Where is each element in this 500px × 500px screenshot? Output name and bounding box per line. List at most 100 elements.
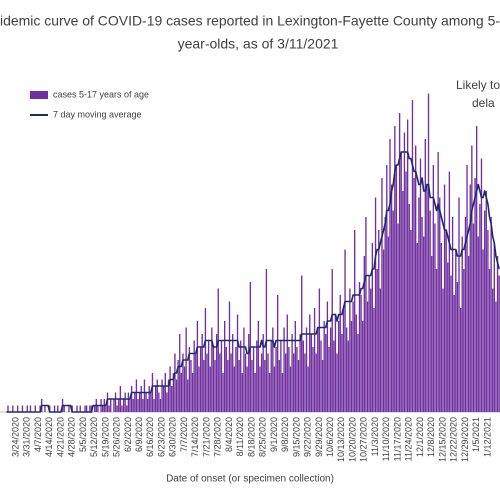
x-tick-label: 6/30/2020 [168, 417, 178, 457]
bar [256, 340, 258, 412]
bar [323, 321, 325, 412]
bar [480, 158, 483, 412]
bar [379, 288, 382, 412]
bar [389, 139, 391, 412]
bar [339, 295, 341, 412]
x-tick-label: 10/13/2020 [336, 417, 346, 462]
bar [63, 405, 65, 412]
bar [395, 165, 398, 412]
bar [310, 334, 313, 412]
x-tick-label: 4/7/2020 [33, 417, 43, 452]
bar [204, 308, 207, 412]
bar [352, 301, 354, 412]
bar [248, 334, 250, 412]
bar [12, 405, 14, 412]
bar [294, 321, 296, 412]
bar [477, 236, 479, 412]
bar [190, 360, 192, 412]
bar [434, 223, 436, 412]
bar [278, 360, 280, 412]
bar [94, 405, 96, 412]
bar [188, 347, 191, 412]
bar [7, 405, 9, 412]
bar [378, 230, 380, 412]
bar [439, 197, 441, 412]
bar [124, 392, 126, 412]
bar [472, 223, 475, 412]
bar [495, 301, 497, 412]
bar [437, 152, 439, 412]
bar [203, 360, 205, 412]
bar [179, 334, 181, 412]
x-tick-label: 11/24/2020 [404, 417, 414, 461]
bar [89, 405, 91, 412]
bar [108, 405, 110, 412]
bar [53, 405, 56, 412]
bar [275, 347, 277, 412]
bar [304, 353, 306, 412]
bar [447, 262, 449, 412]
bar [289, 366, 292, 412]
bar [305, 327, 308, 412]
bar [466, 165, 468, 412]
bar [381, 178, 383, 412]
bar [251, 360, 253, 412]
bar [217, 288, 219, 412]
bar [344, 249, 346, 412]
bar [183, 366, 186, 412]
bar [153, 399, 155, 412]
x-tick-label: 8/11/2020 [235, 417, 245, 456]
x-tick-label: 11/17/2020 [392, 417, 402, 461]
bar [114, 392, 117, 412]
bar [225, 347, 227, 412]
bar [175, 379, 178, 412]
x-tick-label: 9/15/2020 [291, 417, 301, 457]
bar [450, 275, 452, 412]
bar [129, 399, 131, 412]
bar [357, 334, 359, 412]
bar [371, 243, 374, 412]
bar [241, 373, 244, 412]
x-tick-label: 1/12/2021 [482, 417, 492, 457]
bar [85, 405, 88, 412]
bar [421, 217, 423, 412]
bar [259, 366, 261, 412]
bar [130, 386, 133, 412]
bar [235, 347, 237, 412]
bar [402, 191, 404, 412]
bar [296, 347, 298, 412]
bar [459, 308, 462, 412]
bar [368, 275, 370, 412]
bar [299, 334, 301, 412]
bar [464, 217, 467, 412]
bar [166, 392, 168, 412]
bar [270, 340, 272, 412]
chart-title: idemic curve of COVID-19 cases reported … [0, 13, 500, 29]
bar [451, 217, 454, 412]
bar [283, 327, 285, 412]
bar [281, 373, 284, 412]
bar [390, 184, 393, 412]
annotation: Likely to [456, 78, 500, 92]
x-tick-label: 3/24/2020 [10, 417, 20, 457]
bar [228, 301, 231, 412]
bar [148, 386, 150, 412]
x-tick-label: 5/5/2020 [78, 417, 88, 452]
x-tick-label: 4/14/2020 [44, 417, 54, 457]
bar [350, 321, 353, 412]
bar [222, 373, 224, 412]
x-tick-label: 9/1/2020 [269, 417, 279, 452]
bar [467, 256, 470, 412]
bar [302, 340, 304, 412]
bar [169, 366, 171, 412]
bar [293, 353, 295, 412]
bar [355, 314, 357, 412]
x-tick-label: 8/25/2020 [258, 417, 268, 457]
bar [26, 405, 28, 412]
bar [471, 145, 473, 412]
bar [431, 256, 433, 412]
bar [84, 405, 86, 412]
bar [432, 165, 435, 412]
bar [260, 353, 263, 412]
bar [238, 360, 240, 412]
